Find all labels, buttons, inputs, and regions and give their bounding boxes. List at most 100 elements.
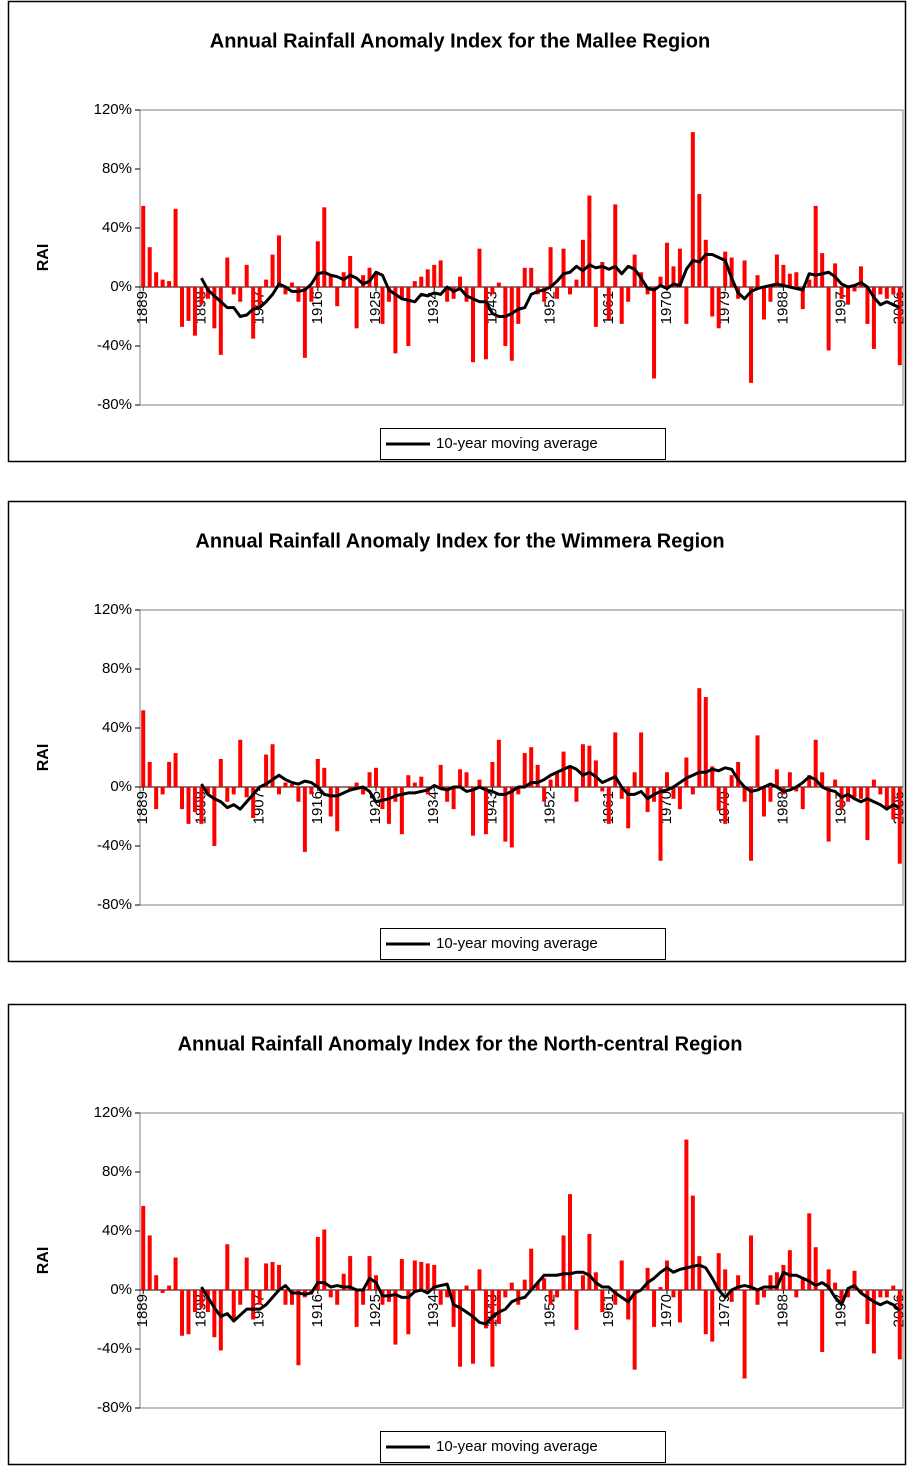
bar — [432, 1264, 437, 1290]
bar — [574, 1290, 579, 1330]
bar — [283, 287, 288, 295]
bar — [425, 1263, 430, 1290]
bar — [600, 261, 605, 287]
bar — [884, 787, 889, 810]
bar — [225, 257, 230, 287]
plot-area — [139, 1112, 904, 1409]
bar — [244, 787, 249, 798]
bar — [490, 287, 495, 295]
bar — [516, 787, 521, 795]
bar — [458, 769, 463, 787]
y-tick-label: -40% — [97, 837, 132, 854]
bar — [354, 782, 359, 787]
bar — [826, 787, 831, 842]
bar — [328, 1290, 333, 1298]
bar — [884, 1290, 889, 1298]
bar — [509, 787, 514, 848]
bar — [192, 1290, 197, 1313]
bar — [800, 287, 805, 310]
chart-panel: Annual Rainfall Anomaly Index for the Wi… — [7, 500, 907, 963]
bar — [852, 1270, 857, 1290]
bar — [283, 1290, 288, 1305]
x-tick-label: 1934 — [425, 791, 442, 824]
bar — [761, 287, 766, 320]
bar — [710, 1290, 715, 1342]
bar — [419, 776, 424, 787]
bar — [884, 287, 889, 299]
x-tick-label: 1925 — [367, 1294, 384, 1327]
bar — [684, 287, 689, 324]
bar — [768, 287, 773, 302]
bar — [833, 779, 838, 787]
bar — [768, 1275, 773, 1290]
bar — [542, 1278, 547, 1290]
bar — [839, 1290, 844, 1302]
bar — [419, 1261, 424, 1290]
bar — [626, 787, 631, 829]
bar — [567, 1194, 572, 1290]
bar — [141, 710, 146, 787]
y-tick-label: -80% — [97, 396, 132, 413]
bar — [296, 787, 301, 802]
bar — [393, 1290, 398, 1345]
y-tick-label: 0% — [110, 1281, 132, 1298]
bar — [509, 1282, 514, 1290]
bar — [445, 787, 450, 802]
bar — [593, 760, 598, 787]
x-tick-label: 1970 — [658, 1294, 675, 1327]
bar — [374, 272, 379, 287]
x-tick-label: 1934 — [425, 291, 442, 324]
bar — [289, 784, 294, 787]
bar — [697, 194, 702, 287]
bar — [871, 287, 876, 349]
bar — [600, 1290, 605, 1313]
bar — [471, 287, 476, 363]
bar — [406, 1290, 411, 1335]
bar — [231, 1290, 236, 1320]
bar — [496, 1290, 501, 1324]
bar — [147, 1235, 152, 1290]
bar — [225, 787, 230, 802]
x-tick-label: 1925 — [367, 791, 384, 824]
bar — [871, 1290, 876, 1354]
bar — [787, 772, 792, 787]
bar — [703, 239, 708, 287]
bar — [690, 1195, 695, 1290]
bar — [218, 1290, 223, 1351]
bar — [438, 260, 443, 287]
bar — [858, 266, 863, 287]
bar — [361, 1290, 366, 1305]
bar — [833, 1282, 838, 1290]
bar — [697, 1256, 702, 1290]
bar — [289, 1290, 294, 1305]
plot-area — [139, 109, 904, 406]
bar — [251, 287, 256, 339]
bar — [800, 787, 805, 810]
chart-title: Annual Rainfall Anomaly Index for the No… — [178, 1033, 743, 1055]
bar — [399, 287, 404, 299]
bar — [257, 287, 262, 308]
bar — [412, 1260, 417, 1290]
bar — [425, 269, 430, 287]
bar — [542, 787, 547, 802]
legend-label: 10-year moving average — [436, 435, 598, 452]
bar — [309, 287, 314, 302]
bar — [878, 1290, 883, 1298]
bar — [626, 1290, 631, 1320]
bar — [205, 1290, 210, 1313]
bar — [807, 775, 812, 787]
bar — [218, 758, 223, 787]
bar — [865, 1290, 870, 1324]
bar — [393, 287, 398, 354]
bar — [529, 747, 534, 787]
bar — [270, 744, 275, 787]
bar — [406, 775, 411, 787]
bar — [891, 1285, 896, 1290]
bar — [451, 787, 456, 810]
bar — [807, 279, 812, 287]
bar — [315, 1236, 320, 1290]
bar — [205, 787, 210, 795]
bar — [723, 1269, 728, 1290]
bar — [535, 1282, 540, 1290]
bar — [225, 1244, 230, 1290]
